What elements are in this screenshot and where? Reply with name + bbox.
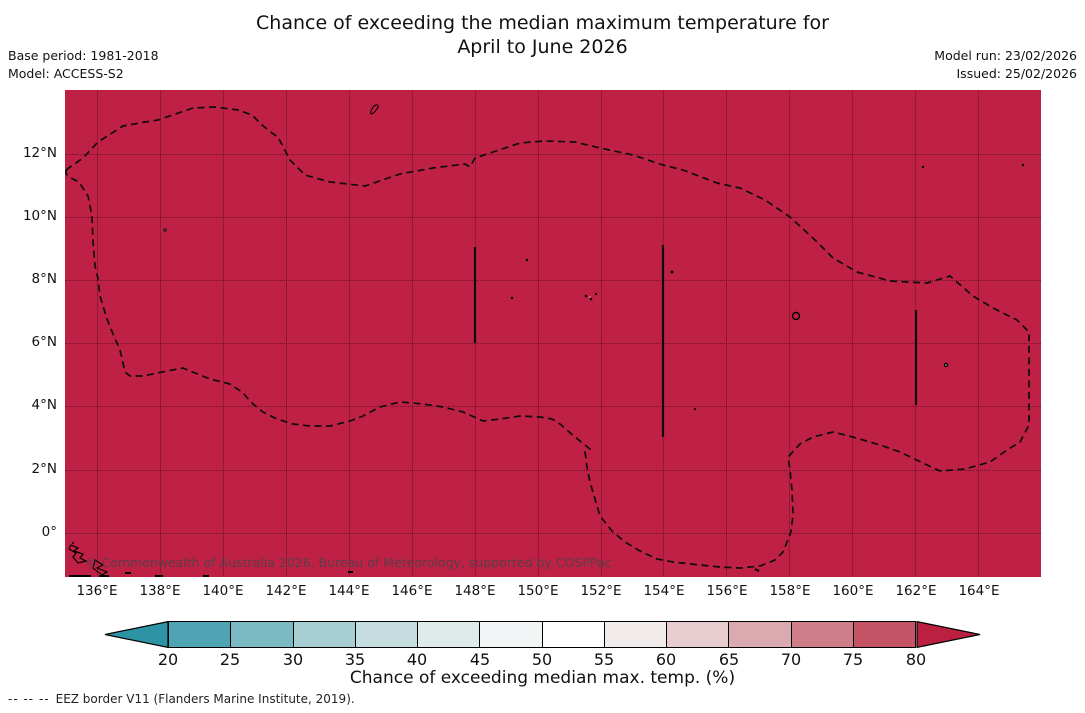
island-chain-lines xyxy=(473,245,918,437)
latitude-gridline xyxy=(65,406,1041,407)
pohnpei-outline xyxy=(791,311,801,321)
colorbar-tick: 50 xyxy=(531,650,553,669)
x-axis-tick: 142°E xyxy=(265,583,307,599)
model-label: Model: ACCESS-S2 xyxy=(8,66,124,82)
model-run-label: Model run: 23/02/2026 xyxy=(934,48,1077,63)
x-axis-tick: 162°E xyxy=(895,583,937,599)
colorbar-tick: 60 xyxy=(655,650,677,669)
base-period-label: Base period: 1981-2018 xyxy=(8,48,159,63)
x-axis-tick: 144°E xyxy=(328,583,370,599)
x-axis-tick: 152°E xyxy=(580,583,622,599)
colorbar-tick: 80 xyxy=(905,650,927,669)
issued-label: Issued: 25/02/2026 xyxy=(956,66,1078,82)
y-axis-tick: 2°N xyxy=(31,461,57,477)
colorbar-tick: 25 xyxy=(219,650,241,669)
longitude-gridline xyxy=(789,90,790,577)
run-metadata-left: Base period: 1981-2018 Model: ACCESS-S2 xyxy=(8,47,159,83)
longitude-gridline xyxy=(726,90,727,577)
colorbar-segment xyxy=(293,622,356,647)
x-axis-tick: 164°E xyxy=(958,583,1000,599)
x-axis-tick: 154°E xyxy=(643,583,685,599)
colorbar-segment xyxy=(169,622,232,647)
colorbar-segment xyxy=(729,622,792,647)
colorbar-under-arrow xyxy=(104,621,169,648)
x-axis-tick: 148°E xyxy=(454,583,496,599)
latitude-gridline xyxy=(65,217,1041,218)
x-axis-tick: 138°E xyxy=(139,583,181,599)
colorbar-segment xyxy=(355,622,418,647)
y-axis-tick: 10°N xyxy=(22,208,57,224)
longitude-gridline xyxy=(349,90,350,577)
colorbar-tick: 55 xyxy=(593,650,615,669)
colorbar-over-arrow xyxy=(916,621,981,648)
eez-legend-text: EEZ border V11 (Flanders Marine Institut… xyxy=(55,692,355,706)
longitude-gridline xyxy=(223,90,224,577)
page-title-line2: April to June 2026 xyxy=(457,35,628,58)
y-axis-tick: 6°N xyxy=(31,334,57,350)
colorbar-tick: 40 xyxy=(406,650,428,669)
colorbar xyxy=(168,621,916,648)
colorbar-segment xyxy=(667,622,730,647)
longitude-gridline xyxy=(97,90,98,577)
map-overlays xyxy=(65,104,1030,577)
colorbar-segment xyxy=(853,622,915,647)
copyright-watermark: © Commonwealth of Australia 2026, Bureau… xyxy=(85,555,612,570)
colorbar-tick: 20 xyxy=(157,650,179,669)
colorbar-tick: 70 xyxy=(780,650,802,669)
page-title: Chance of exceeding the median maximum t… xyxy=(0,12,1085,60)
latitude-gridline xyxy=(65,280,1041,281)
y-axis-tick: 4°N xyxy=(31,397,57,413)
longitude-gridline xyxy=(852,90,853,577)
x-axis-tick: 146°E xyxy=(391,583,433,599)
longitude-gridline xyxy=(160,90,161,577)
y-axis-tick: 0° xyxy=(41,524,57,540)
x-axis-tick: 150°E xyxy=(517,583,559,599)
forecast-map: © Commonwealth of Australia 2026, Bureau… xyxy=(65,90,1041,577)
x-axis-tick: 160°E xyxy=(832,583,874,599)
longitude-gridline xyxy=(538,90,539,577)
colorbar-segment xyxy=(418,622,481,647)
colorbar-segment xyxy=(604,622,667,647)
guam-outline xyxy=(370,104,379,115)
run-metadata-right: Model run: 23/02/2026 Issued: 25/02/2026 xyxy=(934,47,1077,83)
eez-dash-legend-symbol: -- -- -- xyxy=(8,692,50,706)
island-markers xyxy=(72,104,1025,544)
y-axis-tick: 8°N xyxy=(31,271,57,287)
x-axis-tick: 136°E xyxy=(76,583,118,599)
y-axis-tick: 12°N xyxy=(22,145,57,161)
longitude-gridline xyxy=(286,90,287,577)
latitude-gridline xyxy=(65,533,1041,534)
x-axis-tick: 158°E xyxy=(769,583,811,599)
longitude-gridline xyxy=(978,90,979,577)
latitude-gridline xyxy=(65,154,1041,155)
x-axis-tick: 156°E xyxy=(706,583,748,599)
colorbar-segment xyxy=(542,622,605,647)
colorbar-tick: 65 xyxy=(718,650,740,669)
colorbar-tick: 75 xyxy=(842,650,864,669)
colorbar-tick: 30 xyxy=(282,650,304,669)
eez-border-path xyxy=(65,106,1030,569)
png-coastline xyxy=(68,544,760,577)
longitude-gridline xyxy=(601,90,602,577)
latitude-gridline xyxy=(65,343,1041,344)
colorbar-tick: 45 xyxy=(469,650,491,669)
colorbar-segment xyxy=(231,622,294,647)
colorbar-segment xyxy=(791,622,854,647)
colorbar-tick: 35 xyxy=(344,650,366,669)
footer-legend: -- -- -- EEZ border V11 (Flanders Marine … xyxy=(8,692,355,706)
page-title-line1: Chance of exceeding the median maximum t… xyxy=(256,12,829,34)
colorbar-label: Chance of exceeding median max. temp. (%… xyxy=(349,668,736,688)
x-axis-tick: 140°E xyxy=(202,583,244,599)
latitude-gridline xyxy=(65,470,1041,471)
longitude-gridline xyxy=(412,90,413,577)
colorbar-segment xyxy=(480,622,543,647)
